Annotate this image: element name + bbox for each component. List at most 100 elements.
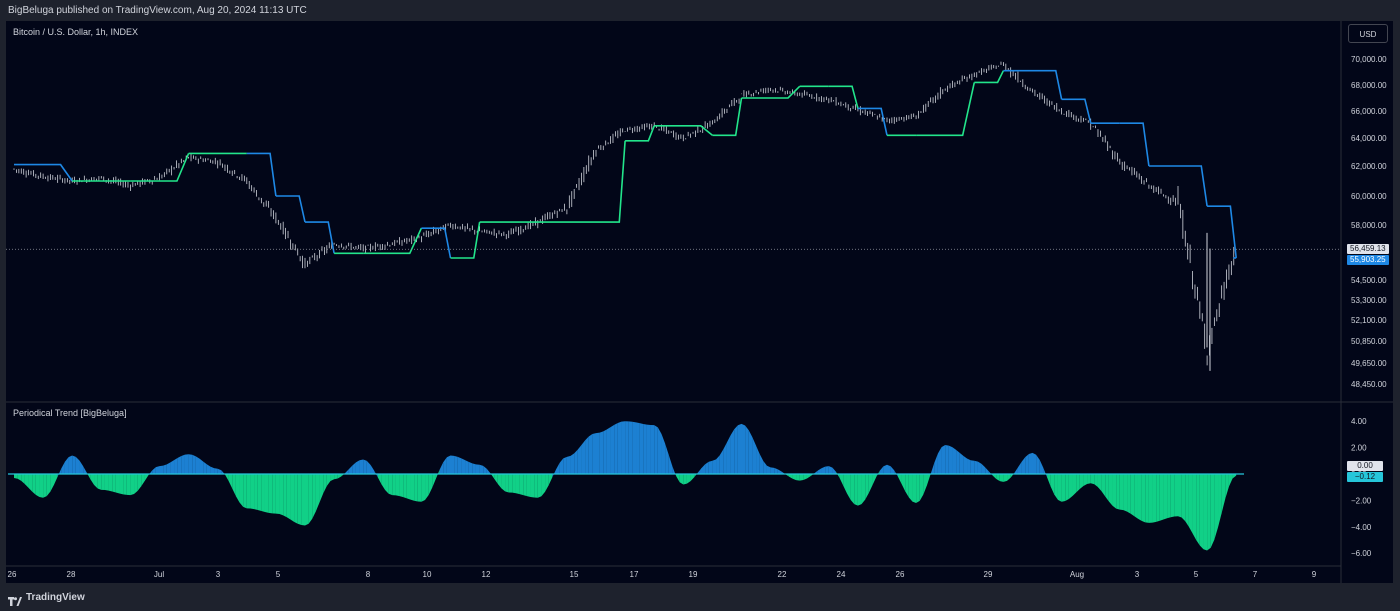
oscillator-bar xyxy=(723,442,727,474)
time-axis-label: 22 xyxy=(778,570,787,579)
indicator-zero-label: 0.00 xyxy=(1347,461,1383,471)
oscillator-bar xyxy=(967,458,971,474)
oscillator-bar xyxy=(1192,474,1197,540)
oscillator-bar xyxy=(796,474,800,481)
oscillator-bar xyxy=(545,474,549,492)
oscillator-bar xyxy=(283,474,287,518)
oscillator-bar xyxy=(927,474,931,486)
oscillator-bar xyxy=(257,474,262,511)
oscillator-bar xyxy=(395,474,400,497)
oscillator-bar xyxy=(250,474,255,510)
oscillator-bar xyxy=(428,474,433,495)
oscillator-bar xyxy=(559,458,564,474)
oscillator-bar xyxy=(108,474,113,492)
oscillator-bar xyxy=(945,444,949,474)
tradingview-branding[interactable]: TradingView xyxy=(8,591,85,606)
time-axis-label: 3 xyxy=(1135,570,1140,579)
oscillator-bar xyxy=(745,425,749,474)
oscillator-bar xyxy=(505,474,509,493)
indicator-axis-label: 4.00 xyxy=(1351,417,1367,426)
oscillator-bar xyxy=(661,433,666,474)
oscillator-bar xyxy=(577,444,582,474)
indicator-axis[interactable]: 4.002.000.00−2.00−4.00−6.00 xyxy=(1351,417,1372,558)
indicator-title: Periodical Trend [BigBeluga] xyxy=(13,408,127,418)
oscillator-bar xyxy=(446,455,451,474)
oscillator-bar xyxy=(315,474,320,512)
time-axis-label: 17 xyxy=(630,570,639,579)
oscillator-bar xyxy=(155,466,160,474)
time-axis-label: Jul xyxy=(154,570,164,579)
oscillator-bar xyxy=(184,454,189,474)
oscillator-bar xyxy=(239,474,244,507)
oscillator-bar xyxy=(297,474,302,526)
oscillator-bar xyxy=(552,469,556,478)
time-axis-label: 5 xyxy=(276,570,281,579)
oscillator-bar xyxy=(534,474,538,498)
oscillator-bar xyxy=(628,421,633,474)
oscillator-bar xyxy=(1203,474,1208,551)
trend-line-segment xyxy=(1207,205,1237,259)
oscillator-bar xyxy=(403,474,407,499)
oscillator-bar xyxy=(348,465,353,474)
time-axis-label: 8 xyxy=(366,570,371,579)
oscillator-bar xyxy=(57,468,62,477)
time-axis-label: 12 xyxy=(482,570,491,579)
oscillator-bar xyxy=(232,474,236,497)
oscillator-bar xyxy=(832,467,837,474)
oscillator-bar xyxy=(777,469,782,474)
oscillator-bar xyxy=(1145,474,1149,523)
oscillator-bar xyxy=(1003,474,1008,482)
oscillator-bar xyxy=(719,449,724,474)
oscillator-bar xyxy=(479,464,484,474)
oscillator-bar xyxy=(83,466,87,474)
oscillator-bar xyxy=(519,474,524,496)
oscillator-bar xyxy=(1174,474,1178,517)
oscillator-bar xyxy=(126,474,131,496)
price-axis-label: 70,000.00 xyxy=(1351,55,1387,64)
oscillator-bar xyxy=(228,474,233,489)
oscillator-bar xyxy=(690,474,695,482)
oscillator-bar xyxy=(1116,474,1120,510)
oscillator-bar xyxy=(1221,474,1226,514)
oscillator-bar xyxy=(43,474,47,498)
trend-line-segment xyxy=(916,82,976,137)
oscillator-bar xyxy=(654,425,658,474)
price-axis-label: 64,000.00 xyxy=(1351,134,1387,143)
oscillator-bar xyxy=(512,474,516,494)
oscillator-bar xyxy=(497,474,502,489)
oscillator-bar xyxy=(1137,474,1142,521)
oscillator-bar xyxy=(377,474,382,485)
oscillator-bar xyxy=(294,474,298,524)
oscillator-bar xyxy=(523,474,527,497)
oscillator-bar xyxy=(134,474,138,495)
oscillator-bar xyxy=(1232,474,1237,479)
oscillator-bar xyxy=(501,474,506,492)
time-axis-label: 7 xyxy=(1253,570,1258,579)
trend-level-label: 55,903.25 xyxy=(1347,255,1389,266)
oscillator-bar xyxy=(570,453,575,474)
oscillator-bar xyxy=(385,474,389,494)
oscillator-bar xyxy=(417,474,422,502)
trend-line-segment xyxy=(275,195,306,223)
oscillator-bar xyxy=(1218,474,1222,528)
oscillator-bar xyxy=(388,474,393,496)
oscillator-bar xyxy=(879,466,884,474)
oscillator-bar xyxy=(828,466,833,474)
oscillator-bar xyxy=(32,474,36,495)
oscillator-bar xyxy=(483,465,487,474)
oscillator-bar xyxy=(806,474,811,479)
currency-button[interactable]: USD xyxy=(1348,24,1388,43)
oscillator-bar xyxy=(588,433,593,474)
price-axis[interactable]: 70,000.00 68,000.00 66,000.00 64,000.00 62,0… xyxy=(1351,55,1387,389)
time-axis[interactable]: 26 28 Jul 3 5 8 10 12 15 17 19 22 24 26 29 Aug 3 5 7 9 xyxy=(8,570,1317,579)
oscillator-bar xyxy=(887,464,891,474)
oscillator-bar xyxy=(345,469,349,474)
oscillator-bar xyxy=(799,474,804,481)
oscillator-bar xyxy=(846,474,851,500)
oscillator-bar xyxy=(1228,474,1233,487)
oscillator-bar xyxy=(854,474,858,506)
oscillator-bar xyxy=(1054,474,1058,500)
oscillator-bar xyxy=(526,474,531,497)
oscillator-bar xyxy=(454,455,458,474)
